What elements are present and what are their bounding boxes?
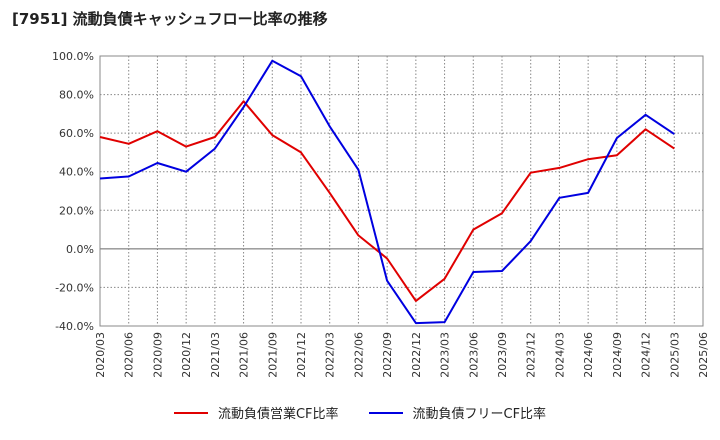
x-tick-label: 2023/06 [467, 332, 480, 378]
x-tick-label: 2023/03 [439, 332, 452, 378]
plot-frame [99, 55, 704, 327]
x-tick-label: 2020/06 [123, 332, 136, 378]
x-tick-label: 2024/09 [611, 332, 624, 378]
grid-lines [99, 55, 704, 327]
x-tick-label: 2024/06 [582, 332, 595, 378]
y-tick-label: 0.0% [66, 243, 94, 256]
series-line-operating-cf [99, 100, 675, 302]
y-tick-label: 40.0% [59, 166, 94, 179]
legend-item-operating-cf: 流動負債営業CF比率 [173, 403, 339, 422]
y-tick-label: 20.0% [59, 204, 94, 217]
legend-label: 流動負債営業CF比率 [217, 407, 339, 422]
x-tick-label: 2020/12 [180, 332, 193, 378]
y-tick-labels: -40.0% -20.0% 0.0% 20.0% 40.0% 60.0% 80.0% 100.… [52, 50, 94, 333]
x-tick-label: 2021/03 [209, 332, 222, 378]
x-tick-label: 2023/12 [525, 332, 538, 378]
legend: 流動負債営業CF比率 流動負債フリーCF比率 [0, 403, 720, 422]
y-tick-label: 100.0% [52, 50, 94, 63]
y-tick-label: -20.0% [55, 281, 94, 294]
legend-swatch-red [173, 411, 208, 414]
series-lines [99, 59, 675, 325]
legend-item-free-cf: 流動負債フリーCF比率 [368, 403, 547, 422]
x-tick-label: 2022/03 [324, 332, 337, 378]
x-tick-label: 2024/12 [640, 332, 653, 378]
x-tick-label: 2023/09 [496, 332, 509, 378]
x-tick-label: 2025/03 [668, 332, 681, 378]
chart-title: [7951] 流動負債キャッシュフロー比率の推移 [12, 10, 328, 28]
y-tick-label: 80.0% [59, 89, 94, 102]
x-tick-label: 2020/09 [151, 332, 164, 378]
x-tick-label: 2021/12 [295, 332, 308, 378]
x-tick-label: 2025/06 [697, 332, 710, 378]
y-tick-label: 60.0% [59, 127, 94, 140]
y-tick-label: -40.0% [55, 320, 94, 333]
legend-swatch-blue [368, 411, 403, 414]
x-tick-label: 2022/09 [381, 332, 394, 378]
x-tick-label: 2021/06 [238, 332, 251, 378]
x-tick-label: 2021/09 [266, 332, 279, 378]
x-tick-labels: 2020/03 2020/06 2020/09 2020/12 2021/03 2021/… [94, 332, 710, 378]
x-tick-label: 2020/03 [94, 332, 107, 378]
x-tick-label: 2022/12 [410, 332, 423, 378]
legend-label: 流動負債フリーCF比率 [412, 407, 547, 422]
x-tick-label: 2022/06 [352, 332, 365, 378]
series-line-free-cf [99, 59, 675, 325]
x-tick-label: 2024/03 [553, 332, 566, 378]
